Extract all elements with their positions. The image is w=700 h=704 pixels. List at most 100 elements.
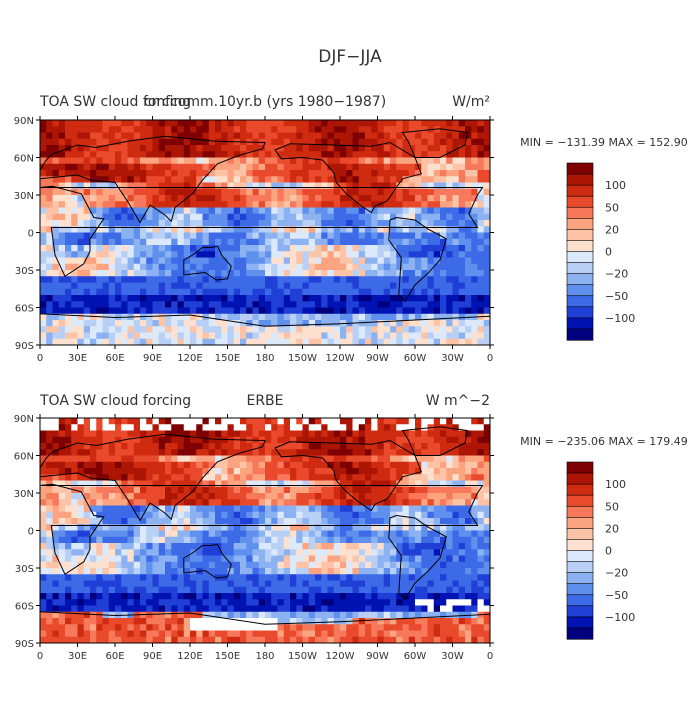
heatmap-cell xyxy=(146,170,153,177)
heatmap-cell xyxy=(40,449,47,456)
heatmap-cell xyxy=(421,339,428,346)
heatmap-cell xyxy=(153,599,160,606)
heatmap-cell xyxy=(203,581,210,588)
heatmap-cell xyxy=(178,574,185,581)
heatmap-cell xyxy=(165,624,172,631)
heatmap-cell xyxy=(471,139,478,146)
heatmap-cell xyxy=(59,518,66,525)
heatmap-cell xyxy=(209,481,216,488)
heatmap-cell xyxy=(140,487,147,494)
heatmap-cell xyxy=(334,437,341,444)
heatmap-cell xyxy=(384,456,391,463)
heatmap-cell xyxy=(271,195,278,202)
heatmap-cell xyxy=(303,537,310,544)
heatmap-cell xyxy=(71,139,78,146)
heatmap-cell xyxy=(296,537,303,544)
heatmap-cell xyxy=(290,549,297,556)
heatmap-cell xyxy=(215,126,222,133)
heatmap-cell xyxy=(103,537,110,544)
heatmap-cell xyxy=(259,624,266,631)
heatmap-cell xyxy=(203,214,210,221)
heatmap-cell xyxy=(465,264,472,271)
heatmap-cell xyxy=(259,295,266,302)
heatmap-cell xyxy=(328,581,335,588)
heatmap-cell xyxy=(334,139,341,146)
heatmap-cell xyxy=(378,320,385,327)
heatmap-cell xyxy=(309,449,316,456)
heatmap-cell xyxy=(159,339,166,346)
heatmap-cell xyxy=(65,301,72,308)
heatmap-cell xyxy=(109,599,116,606)
heatmap-cell xyxy=(134,264,141,271)
heatmap-cell xyxy=(378,443,385,450)
heatmap-cell xyxy=(196,474,203,481)
heatmap-cell xyxy=(328,251,335,258)
heatmap-cell xyxy=(128,276,135,283)
heatmap-cell xyxy=(90,220,97,227)
heatmap-cell xyxy=(109,487,116,494)
heatmap-cell xyxy=(59,456,66,463)
heatmap-cell xyxy=(78,587,85,594)
heatmap-cell xyxy=(221,245,228,252)
heatmap-cell xyxy=(146,295,153,302)
heatmap-cell xyxy=(371,326,378,333)
heatmap-cell xyxy=(140,581,147,588)
heatmap-cell xyxy=(265,333,272,340)
heatmap-cell xyxy=(415,487,422,494)
heatmap-cell xyxy=(253,339,260,346)
heatmap-cell xyxy=(384,245,391,252)
heatmap-cell xyxy=(253,493,260,500)
heatmap-cell xyxy=(290,581,297,588)
heatmap-cell xyxy=(278,587,285,594)
heatmap-cell xyxy=(109,301,116,308)
heatmap-cell xyxy=(234,295,241,302)
heatmap-cell xyxy=(46,599,53,606)
heatmap-cell xyxy=(165,456,172,463)
heatmap-cell xyxy=(159,474,166,481)
heatmap-cell xyxy=(315,462,322,469)
heatmap-cell xyxy=(240,314,247,321)
heatmap-cell xyxy=(428,468,435,475)
heatmap-cell xyxy=(328,493,335,500)
heatmap-cell xyxy=(390,593,397,600)
heatmap-cell xyxy=(428,189,435,196)
heatmap-cell xyxy=(178,208,185,215)
heatmap-cell xyxy=(246,195,253,202)
heatmap-cell xyxy=(321,624,328,631)
heatmap-cell xyxy=(159,487,166,494)
heatmap-cell xyxy=(159,549,166,556)
heatmap-cell xyxy=(215,606,222,613)
heatmap-cell xyxy=(221,531,228,538)
heatmap-cell xyxy=(140,308,147,315)
heatmap-cell xyxy=(153,314,160,321)
heatmap-cell xyxy=(103,133,110,140)
heatmap-cell xyxy=(309,201,316,208)
heatmap-cell xyxy=(153,283,160,290)
heatmap-cell xyxy=(146,158,153,165)
heatmap-cell xyxy=(215,295,222,302)
heatmap-cell xyxy=(271,270,278,277)
heatmap-cell xyxy=(146,418,153,425)
heatmap-cell xyxy=(315,189,322,196)
heatmap-cell xyxy=(115,151,122,158)
heatmap-cell xyxy=(484,295,491,302)
heatmap-cell xyxy=(459,251,466,258)
heatmap-cell xyxy=(321,201,328,208)
heatmap-cell xyxy=(228,531,235,538)
heatmap-cell xyxy=(209,456,216,463)
heatmap-cell xyxy=(165,326,172,333)
heatmap-cell xyxy=(253,424,260,431)
heatmap-cell xyxy=(228,512,235,519)
heatmap-cell xyxy=(271,487,278,494)
heatmap-cell xyxy=(178,264,185,271)
heatmap-cell xyxy=(365,120,372,127)
heatmap-cell xyxy=(109,201,116,208)
heatmap-cell xyxy=(271,264,278,271)
heatmap-cell xyxy=(203,593,210,600)
heatmap-cell xyxy=(334,326,341,333)
heatmap-cell xyxy=(359,214,366,221)
heatmap-cell xyxy=(296,145,303,152)
heatmap-cell xyxy=(421,145,428,152)
heatmap-cell xyxy=(178,189,185,196)
heatmap-cell xyxy=(59,333,66,340)
